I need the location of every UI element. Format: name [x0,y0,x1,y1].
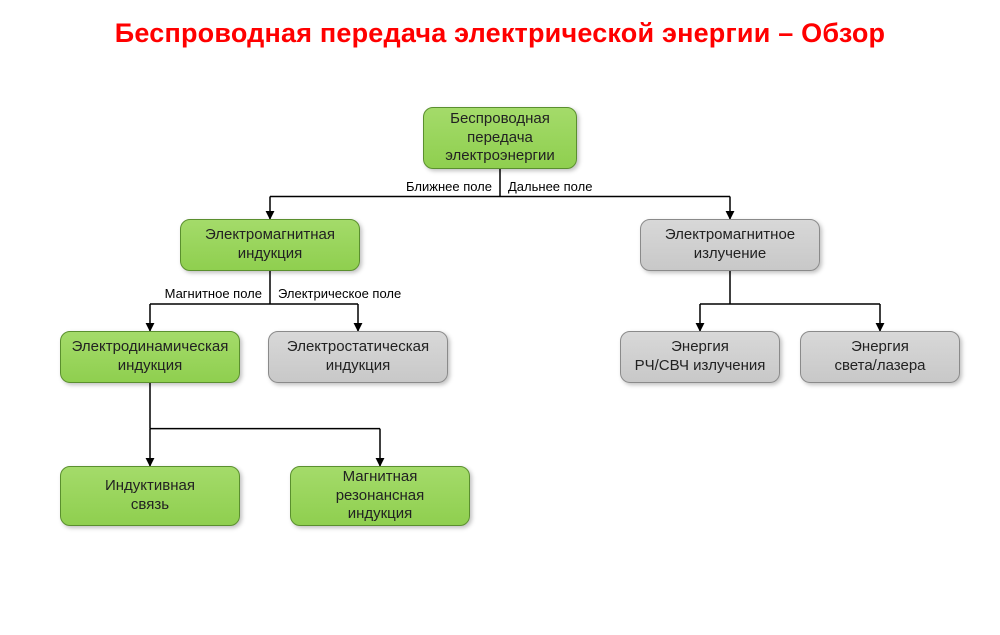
node-label: Электромагнитнаяиндукция [205,226,335,264]
node-rf: ЭнергияРЧ/СВЧ излучения [620,331,780,383]
node-label: ЭнергияРЧ/СВЧ излучения [635,338,766,376]
node-res: Магнитнаярезонанснаяиндукция [290,466,470,526]
page-title: Беспроводная передача электрической энер… [0,18,1000,49]
node-esi: Электростатическаяиндукция [268,331,448,383]
node-label: Индуктивнаясвязь [105,477,195,515]
edge-label: Дальнее поле [508,179,592,194]
edge-label: Электрическое поле [278,286,401,301]
connector-layer [0,0,1000,635]
node-label: Энергиясвета/лазера [834,338,925,376]
node-emr: Электромагнитноеизлучение [640,219,820,271]
edge-label: Ближнее поле [406,179,492,194]
edge-label: Магнитное поле [165,286,262,301]
node-label: Электромагнитноеизлучение [665,226,795,264]
node-label: Магнитнаярезонанснаяиндукция [336,468,425,524]
node-edi: Электродинамическаяиндукция [60,331,240,383]
node-label: Электродинамическаяиндукция [72,338,229,376]
node-emi: Электромагнитнаяиндукция [180,219,360,271]
node-ind: Индуктивнаясвязь [60,466,240,526]
node-label: Электростатическаяиндукция [287,338,429,376]
node-label: Беспроводнаяпередачаэлектроэнергии [445,110,555,166]
node-root: Беспроводнаяпередачаэлектроэнергии [423,107,577,169]
node-light: Энергиясвета/лазера [800,331,960,383]
